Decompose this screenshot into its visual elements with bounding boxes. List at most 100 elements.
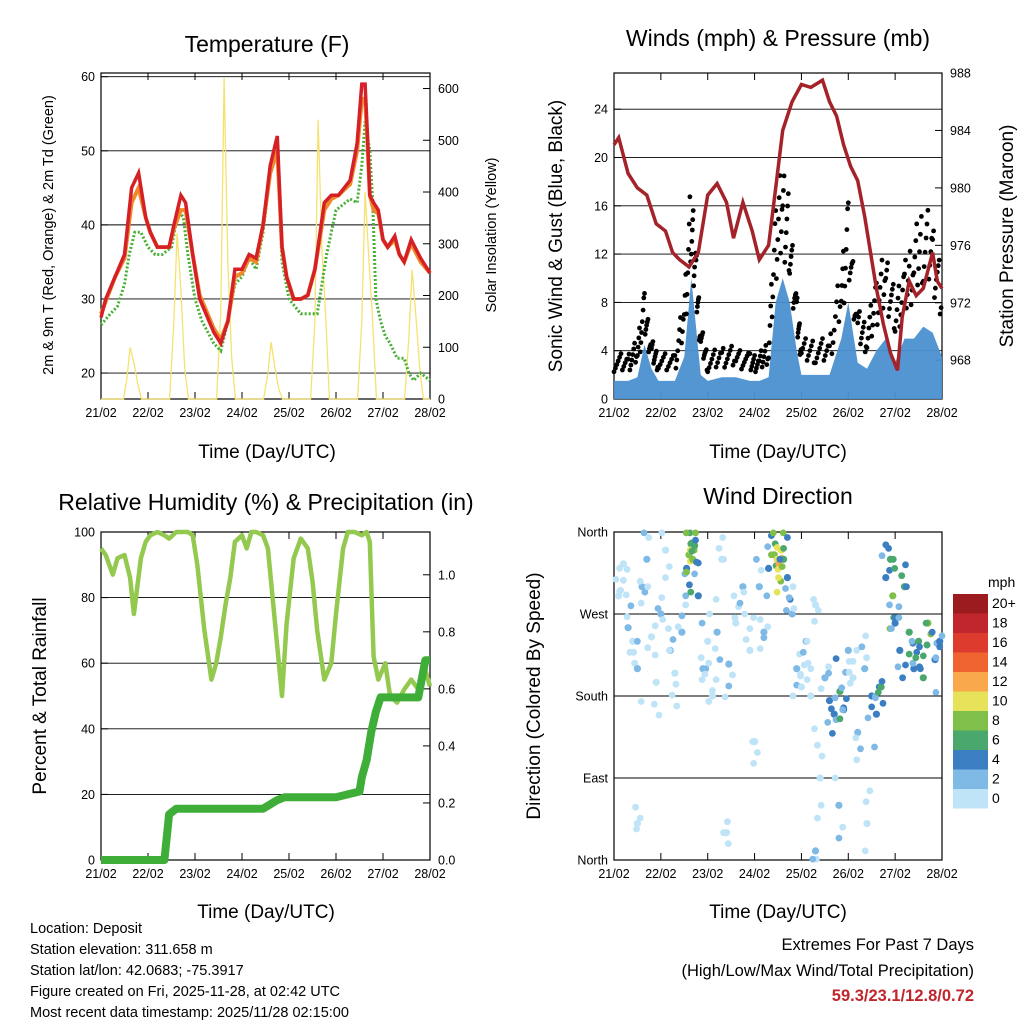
gust-point xyxy=(879,257,885,263)
gust-point xyxy=(774,257,780,262)
direction-point xyxy=(765,564,773,573)
direction-point xyxy=(678,612,686,620)
gust-point xyxy=(932,295,937,300)
gust-point xyxy=(769,314,775,320)
gust-point xyxy=(799,350,804,356)
direction-point xyxy=(688,547,696,555)
rh-xtick-label: 28/02 xyxy=(414,867,445,881)
wind-y2tick-label: 980 xyxy=(950,181,971,195)
rh-ytick-label: 80 xyxy=(81,591,95,605)
temp-xtick-label: 25/02 xyxy=(273,406,304,420)
direction-point xyxy=(658,529,666,537)
temp-xtick-label: 26/02 xyxy=(320,406,351,420)
direction-point xyxy=(804,659,812,667)
gust-point xyxy=(713,364,719,370)
temp-ytick-label: 40 xyxy=(81,218,95,232)
direction-point xyxy=(799,648,807,656)
gust-point xyxy=(762,348,768,354)
gust-point xyxy=(630,352,636,357)
extremes-subtitle: (High/Low/Max Wind/Total Precipitation) xyxy=(681,961,974,980)
direction-point xyxy=(829,730,836,737)
direction-point xyxy=(775,574,782,581)
rh-y2tick-label: 0.4 xyxy=(438,739,455,753)
gust-point xyxy=(794,295,800,301)
direction-point xyxy=(706,610,713,618)
direction-point xyxy=(750,614,757,621)
direction-point xyxy=(886,566,893,574)
direction-point xyxy=(622,591,630,599)
direction-point xyxy=(879,699,887,707)
gust-point xyxy=(753,369,758,375)
direction-point xyxy=(750,760,757,767)
gust-point xyxy=(715,360,720,365)
direction-point xyxy=(868,703,876,711)
humidity-title: Relative Humidity (%) & Precipitation (i… xyxy=(58,489,473,515)
direction-point xyxy=(816,774,824,782)
gust-point xyxy=(686,247,691,252)
direction-point xyxy=(818,752,826,760)
direction-point xyxy=(814,741,821,749)
gust-point xyxy=(913,238,919,244)
gust-point xyxy=(845,200,851,206)
direction-point xyxy=(902,661,909,669)
gust-point xyxy=(848,265,854,270)
direction-point xyxy=(797,683,806,691)
gust-point xyxy=(845,206,850,212)
dir-ytick-label: West xyxy=(580,608,609,622)
station-pressure-line xyxy=(612,77,944,371)
direction-point xyxy=(682,592,690,600)
direction-point xyxy=(623,613,631,621)
gust-point xyxy=(889,292,894,298)
dir-xtick-label: 21/02 xyxy=(598,867,629,881)
direction-point xyxy=(835,834,843,842)
rh-ytick-label: 40 xyxy=(81,722,95,736)
wind-xtick-label: 23/02 xyxy=(692,406,723,420)
gust-point xyxy=(764,362,770,367)
gust-point xyxy=(843,265,848,271)
direction-point xyxy=(825,669,832,677)
dir-xtick-label: 23/02 xyxy=(692,867,723,881)
direction-point xyxy=(889,555,897,563)
gust-point xyxy=(627,367,633,373)
gust-point xyxy=(690,208,696,214)
direction-point xyxy=(872,694,879,702)
direction-point xyxy=(724,840,732,847)
direction-point xyxy=(861,665,869,673)
temperature-xlabel: Time (Day/UTC) xyxy=(198,442,336,463)
direction-point xyxy=(692,536,699,544)
rh-xtick-label: 27/02 xyxy=(367,867,398,881)
direction-point xyxy=(650,700,658,708)
gust-point xyxy=(723,360,729,366)
gust-point xyxy=(666,364,671,369)
gust-point xyxy=(813,360,818,366)
station-elevation: Station elevation: 311.658 m xyxy=(30,942,213,958)
direction-point xyxy=(817,685,825,693)
gust-point xyxy=(618,351,624,357)
direction-point xyxy=(657,610,665,618)
direction-point xyxy=(919,652,927,660)
gust-point xyxy=(632,340,637,346)
direction-point xyxy=(702,665,710,673)
gust-point xyxy=(896,283,902,289)
dir-xtick-label: 25/02 xyxy=(786,867,817,881)
direction-point xyxy=(894,663,902,671)
gust-point xyxy=(669,356,674,362)
gust-point xyxy=(720,345,726,351)
gust-point xyxy=(719,350,725,355)
gust-point xyxy=(642,291,647,296)
direction-point xyxy=(698,676,706,683)
direction-point xyxy=(783,607,790,614)
dir-xtick-label: 26/02 xyxy=(833,867,864,881)
direction-point xyxy=(839,706,847,714)
direction-point xyxy=(672,680,680,688)
direction-xlabel: Time (Day/UTC) xyxy=(709,902,847,923)
dir-ytick-label: South xyxy=(575,690,608,704)
direction-point xyxy=(713,628,721,636)
gust-point xyxy=(830,340,836,345)
gust-point xyxy=(667,360,673,366)
direction-point xyxy=(811,617,818,625)
gust-point xyxy=(767,323,773,328)
direction-point xyxy=(846,679,854,687)
direction-point xyxy=(612,576,620,583)
gust-point xyxy=(868,303,874,308)
